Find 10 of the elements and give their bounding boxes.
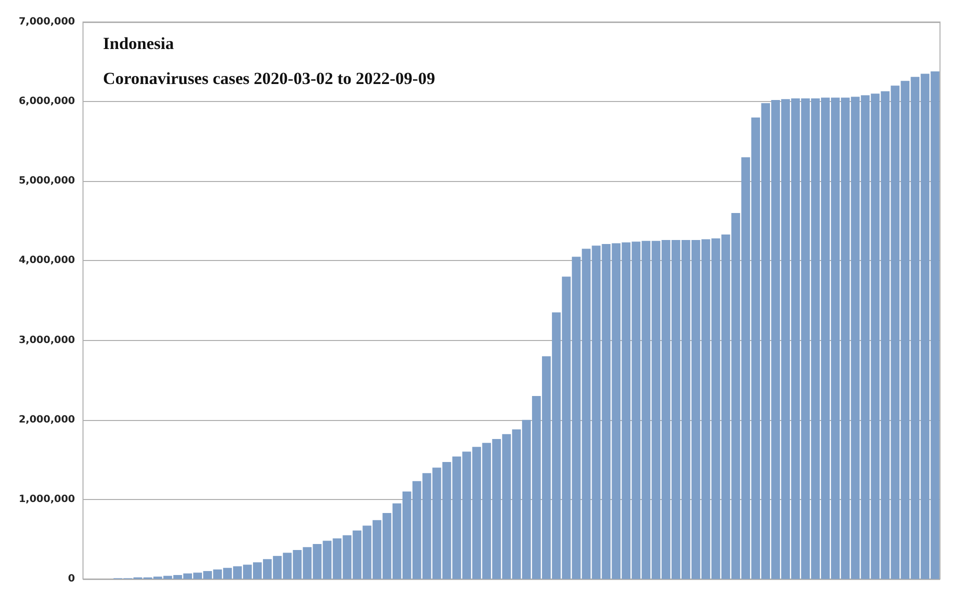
y-tick-label: 3,000,000 <box>18 334 76 346</box>
y-tick-label: 1,000,000 <box>18 494 76 505</box>
y-tick-label: 7,000,000 <box>18 16 76 28</box>
y-tick-label: 4,000,000 <box>18 255 76 266</box>
y-tick-label: 6,000,000 <box>18 96 76 108</box>
y-tick-label: 2,000,000 <box>18 414 76 426</box>
text: Indonesia <box>103 34 174 53</box>
y-tick-label: 5,000,000 <box>18 176 76 187</box>
y-tick-label: 0 <box>68 574 76 584</box>
text: Coronaviruses cases 2020-03-02 to 2022-09-09 <box>103 69 436 88</box>
